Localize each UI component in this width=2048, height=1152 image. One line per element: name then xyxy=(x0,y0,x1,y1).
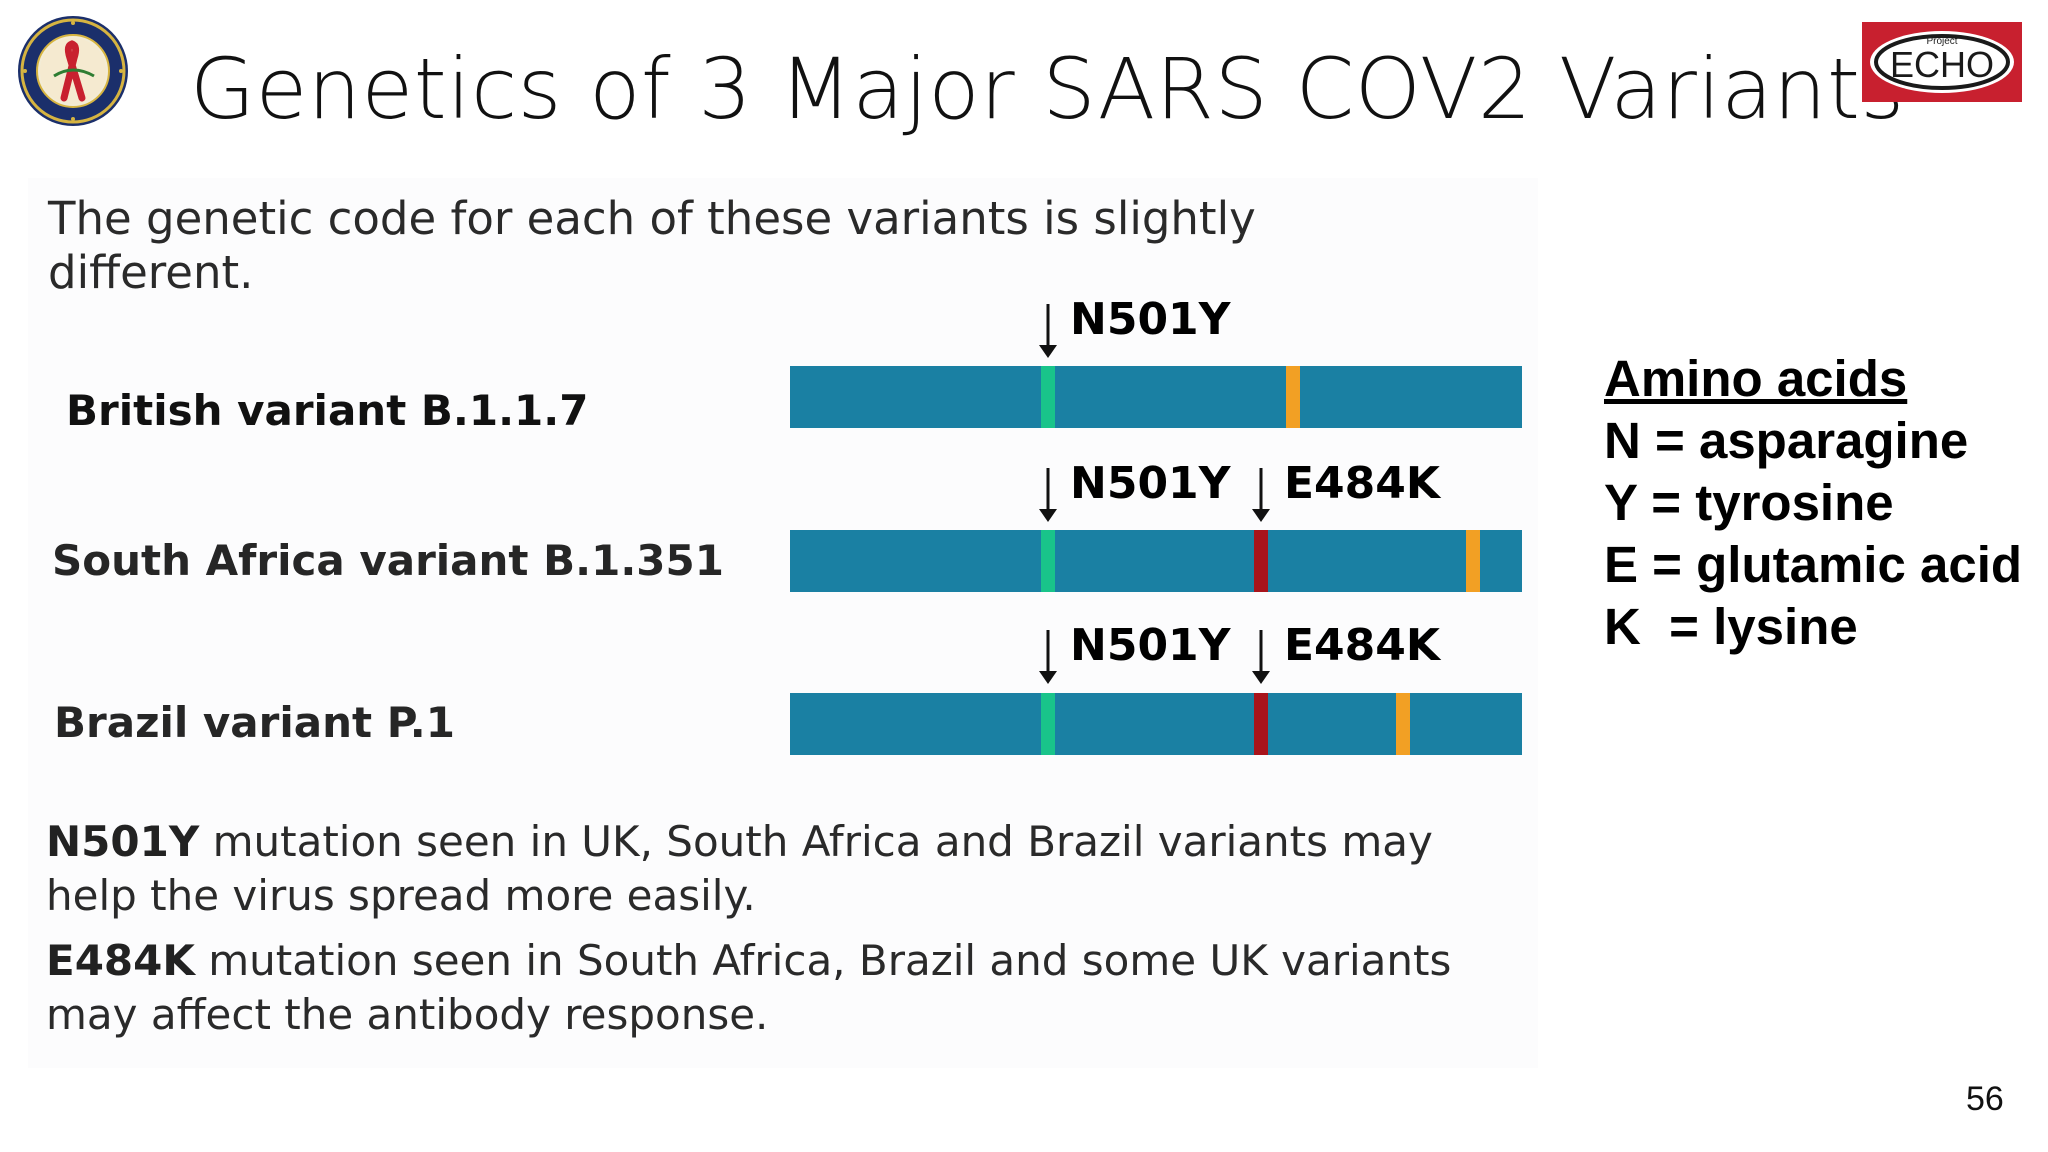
mutation-label-e484k: E484K xyxy=(1284,458,1442,509)
note-text-n501y: mutation seen in UK, South Africa and Br… xyxy=(46,817,1433,920)
mutation-marker-orange xyxy=(1466,530,1480,592)
page-title: Genetics of 3 Major SARS COV2 Variants xyxy=(190,40,1905,138)
genome-row-brazil: N501Y E484K xyxy=(790,620,1522,755)
down-arrow-icon xyxy=(1039,345,1057,358)
note-text-e484k: mutation seen in South Africa, Brazil an… xyxy=(46,936,1452,1039)
note-term-n501y: N501Y xyxy=(46,817,200,866)
mutation-label-n501y: N501Y xyxy=(1070,458,1232,509)
n501y-marker xyxy=(1041,530,1055,592)
intro-text: The genetic code for each of these varia… xyxy=(48,192,1256,299)
variant-label-brazil: Brazil variant P.1 xyxy=(54,698,455,747)
down-arrow-icon xyxy=(1039,509,1057,522)
variant-label-british: British variant B.1.1.7 xyxy=(66,386,589,435)
mutation-marker-orange xyxy=(1286,366,1300,428)
note-n501y: N501Y mutation seen in UK, South Africa … xyxy=(46,815,1486,923)
mutation-label-n501y: N501Y xyxy=(1070,620,1232,671)
legend-item: N = asparagine xyxy=(1604,412,1969,469)
genome-row-south-africa: N501Y E484K xyxy=(790,458,1522,592)
n501y-marker xyxy=(1041,366,1055,428)
genome-bar-british xyxy=(790,366,1522,428)
mutation-label-e484k: E484K xyxy=(1284,620,1442,671)
down-arrow-icon xyxy=(1252,671,1270,684)
genome-row-british: N501Y xyxy=(790,294,1522,428)
svg-text:ECHO: ECHO xyxy=(1890,44,1994,85)
dod-seal-logo xyxy=(18,16,128,126)
note-e484k: E484K mutation seen in South Africa, Bra… xyxy=(46,934,1486,1042)
legend-title: Amino acids xyxy=(1604,350,1908,407)
svg-text:Project: Project xyxy=(1926,36,1957,47)
note-term-e484k: E484K xyxy=(46,936,195,985)
echo-logo: Project ECHO xyxy=(1862,22,2022,102)
e484k-marker xyxy=(1254,693,1268,755)
legend-item: K = lysine xyxy=(1604,598,1858,655)
genome-diagram: N501Y N501Y E484K N501Y E484K xyxy=(790,294,1522,755)
genome-bar-brazil xyxy=(790,693,1522,755)
legend-item: E = glutamic acid xyxy=(1604,536,2023,593)
mutation-marker-orange xyxy=(1396,693,1410,755)
legend-item: Y = tyrosine xyxy=(1604,474,1894,531)
content-panel xyxy=(28,178,1538,1068)
genome-bar-south-africa xyxy=(790,530,1522,592)
amino-acid-legend: Amino acids N = asparagine Y = tyrosine … xyxy=(1604,348,2022,658)
mutation-label-n501y: N501Y xyxy=(1070,294,1232,345)
n501y-marker xyxy=(1041,693,1055,755)
down-arrow-icon xyxy=(1252,509,1270,522)
down-arrow-icon xyxy=(1039,671,1057,684)
variant-label-south-africa: South Africa variant B.1.351 xyxy=(52,536,724,585)
page-number: 56 xyxy=(1966,1080,2004,1118)
e484k-marker xyxy=(1254,530,1268,592)
